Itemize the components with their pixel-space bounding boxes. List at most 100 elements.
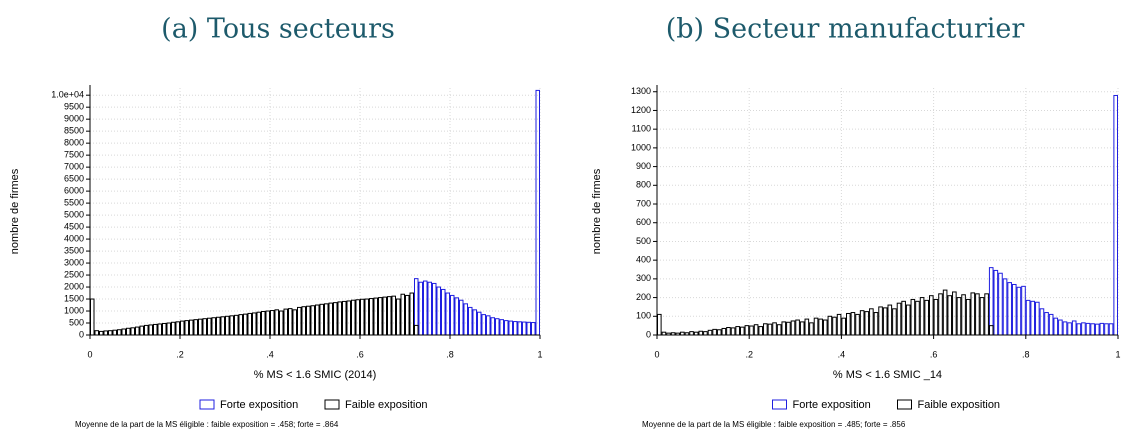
bar [721, 327, 727, 336]
bar [1011, 283, 1017, 336]
bar [772, 322, 777, 336]
bar [531, 322, 536, 336]
bar [144, 324, 149, 336]
bar [292, 309, 297, 336]
bar [319, 303, 324, 336]
bar [1090, 323, 1095, 336]
x-tick-label: 1 [537, 349, 542, 359]
bar [813, 317, 819, 336]
bar [517, 321, 522, 336]
y-tick-label: 900 [636, 161, 651, 171]
bar [975, 293, 980, 336]
y-tick-label: 1200 [631, 105, 651, 115]
y-tick-label: 9500 [64, 102, 84, 112]
bar [804, 318, 810, 336]
bar [1085, 322, 1091, 336]
bar [126, 327, 131, 336]
y-tick-label: 1300 [631, 86, 651, 96]
x-axis-label: % MS < 1.6 SMIC (2014) [254, 369, 377, 381]
bar [657, 313, 662, 336]
bar [346, 300, 351, 336]
bar [795, 319, 800, 336]
bar [1094, 323, 1100, 336]
bar [1021, 285, 1026, 336]
y-tick-label: 3000 [64, 257, 84, 267]
bar [522, 321, 527, 336]
bar [148, 324, 153, 336]
bar [832, 316, 837, 336]
bar [450, 294, 455, 336]
bar [698, 330, 704, 336]
legend-label: Faible exposition [345, 399, 428, 411]
bar [193, 319, 198, 336]
y-tick-label: 200 [636, 292, 651, 302]
panel: 0 100 200 300 400 500 600 700 800 900 1000 1100 1200… [591, 14, 1121, 430]
x-tick-label: .6 [356, 349, 364, 359]
note: Moyenne de la part de la MS éligible : f… [642, 420, 906, 429]
y-tick-label: 5500 [64, 197, 84, 207]
y-tick-label: 100 [636, 311, 651, 321]
bar [157, 323, 162, 336]
legend-label: Forte exposition [793, 399, 871, 411]
y-tick-label: 5000 [64, 209, 84, 219]
chart-title: (a) Tous secteurs [161, 14, 395, 45]
bar [414, 324, 419, 336]
bar [915, 300, 920, 336]
legend-label: Faible exposition [918, 399, 1001, 411]
bar [211, 317, 216, 336]
bar [130, 327, 135, 336]
bar [703, 331, 708, 336]
bar [924, 299, 929, 336]
bar [423, 280, 428, 336]
bar [472, 309, 477, 336]
bar [1062, 321, 1068, 336]
bar [818, 318, 823, 336]
bar [896, 302, 902, 336]
y-axis-label: nombre de firmes [9, 168, 21, 254]
y-tick-label: 500 [636, 236, 651, 246]
bar [252, 312, 257, 336]
bar [112, 329, 117, 336]
bar [477, 311, 482, 336]
bar [887, 304, 893, 336]
y-tick-label: 0 [646, 329, 651, 339]
bar [225, 315, 230, 336]
legend-swatch [324, 399, 340, 410]
y-tick-label: 8000 [64, 138, 84, 148]
bar [961, 294, 966, 336]
y-tick-label: 400 [636, 255, 651, 265]
bar [882, 307, 888, 336]
y-tick-label: 3500 [64, 245, 84, 255]
x-tick-label: .2 [176, 349, 184, 359]
y-tick-label: 300 [636, 273, 651, 283]
bar [712, 328, 717, 336]
bar [459, 299, 464, 336]
bar [716, 329, 722, 336]
bar [988, 325, 994, 336]
bar [1099, 322, 1105, 336]
bar [337, 301, 342, 336]
bar [315, 304, 320, 336]
y-tick-label: 7000 [64, 162, 84, 172]
legend-swatch [199, 399, 215, 410]
bar [1058, 319, 1063, 336]
y-tick-label: 6000 [64, 185, 84, 195]
bar [535, 89, 540, 336]
bar [1076, 323, 1082, 336]
bar [526, 321, 531, 336]
bar [938, 293, 943, 336]
bar [243, 313, 248, 336]
bar [103, 330, 108, 336]
bar [965, 298, 971, 336]
bar [139, 325, 144, 336]
bar [324, 303, 329, 336]
bar [486, 315, 491, 336]
bar [869, 308, 874, 336]
y-tick-label: 1000 [631, 142, 651, 152]
bar [947, 295, 953, 336]
bar [396, 298, 401, 336]
bar [391, 295, 396, 336]
legend-label: Forte exposition [220, 399, 298, 411]
x-tick-label: 0 [87, 349, 92, 359]
legend-swatch [772, 399, 787, 410]
